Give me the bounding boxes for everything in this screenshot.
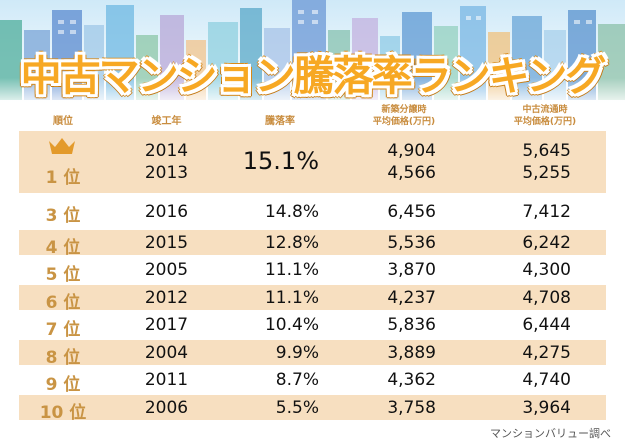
year-value: 2011 [144,370,189,390]
rank-label: 10 位 [39,403,87,423]
table-row: 8 位 2004 9.9% 3,889 4,275 [19,340,606,368]
crown-icon [49,138,75,154]
year-value: 2004 [144,343,189,363]
rank-label: 5 位 [45,265,81,285]
new-price-value: 3,758 [387,398,436,418]
table-row: 3 位 2016 14.8% 6,456 7,412 [19,196,606,226]
year-value: 2006 [144,398,189,418]
used-price-value: 3,964 [522,398,571,418]
header-new-price-line1: 新築分譲時 [381,105,427,115]
header-used-price-line1: 中古流通時 [522,105,568,115]
rank-label: 6 位 [45,293,81,313]
new-price-value: 4,904 [387,141,436,161]
used-price-value: 4,708 [522,288,571,308]
rate-value: 8.7% [275,370,319,390]
new-price-value: 4,566 [387,163,436,183]
header-used-price-line2: 平均価格(万円) [513,117,577,127]
rate-value: 10.4% [264,315,319,335]
rank-label: 7 位 [45,320,81,340]
header-banner: 中古マンション騰落率ランキング [0,0,625,108]
new-price-value: 3,870 [387,260,436,280]
header-used-price: 中古流通時 平均価格(万円) [505,104,585,128]
used-price-value: 4,740 [522,370,571,390]
year-value: 2014 [144,141,189,161]
year-value: 2013 [144,163,189,183]
used-price-value: 4,300 [522,260,571,280]
rate-value: 14.8% [264,202,319,222]
table-row: 7 位 2017 10.4% 5,836 6,444 [19,312,606,340]
year-value: 2017 [144,315,189,335]
new-price-value: 3,889 [387,343,436,363]
used-price-value: 5,255 [522,163,571,183]
rate-value: 5.5% [275,398,319,418]
header-year: 竣工年 [151,116,182,127]
rate-value: 11.1% [264,260,319,280]
new-price-value: 4,362 [387,370,436,390]
city-skyline-illustration [0,0,625,108]
rate-value: 15.1% [242,147,319,175]
header-rank: 順位 [53,116,73,127]
source-credit: マンションバリュー調べ [490,427,611,440]
rate-value: 11.1% [264,288,319,308]
used-price-value: 6,242 [522,233,571,253]
used-price-value: 6,444 [522,315,571,335]
year-value: 2016 [144,202,189,222]
year-value: 2015 [144,233,189,253]
rate-value: 12.8% [264,233,319,253]
page-title: 中古マンション騰落率ランキング [20,52,607,100]
used-price-value: 7,412 [522,202,571,222]
used-price-value: 5,645 [522,141,571,161]
table-row: 9 位 2011 8.7% 4,362 4,740 [19,367,606,395]
year-value: 2012 [144,288,189,308]
rank-label: 1 位 [45,168,81,188]
year-value: 2005 [144,260,189,280]
rank-label: 8 位 [45,348,81,368]
rate-value: 9.9% [275,343,319,363]
table-row: 6 位 2012 11.1% 4,237 4,708 [19,285,606,313]
table-row: 10 位 2006 5.5% 3,758 3,964 [19,395,606,423]
rank-label: 3 位 [45,206,81,226]
rank-label: 9 位 [45,375,81,395]
new-price-value: 6,456 [387,202,436,222]
table-row: 5 位 2005 11.1% 3,870 4,300 [19,257,606,285]
header-rate: 騰落率 [265,116,295,127]
used-price-value: 4,275 [522,343,571,363]
new-price-value: 5,836 [387,315,436,335]
new-price-value: 4,237 [387,288,436,308]
header-new-price: 新築分譲時 平均価格(万円) [364,104,444,128]
table-row: 4 位 2015 12.8% 5,536 6,242 [19,230,606,258]
rank-label: 4 位 [45,238,81,258]
table-row-top: 1 位 2014 2013 15.1% 4,904 4,566 5,645 5,… [19,131,606,193]
header-new-price-line2: 平均価格(万円) [372,117,436,127]
new-price-value: 5,536 [387,233,436,253]
